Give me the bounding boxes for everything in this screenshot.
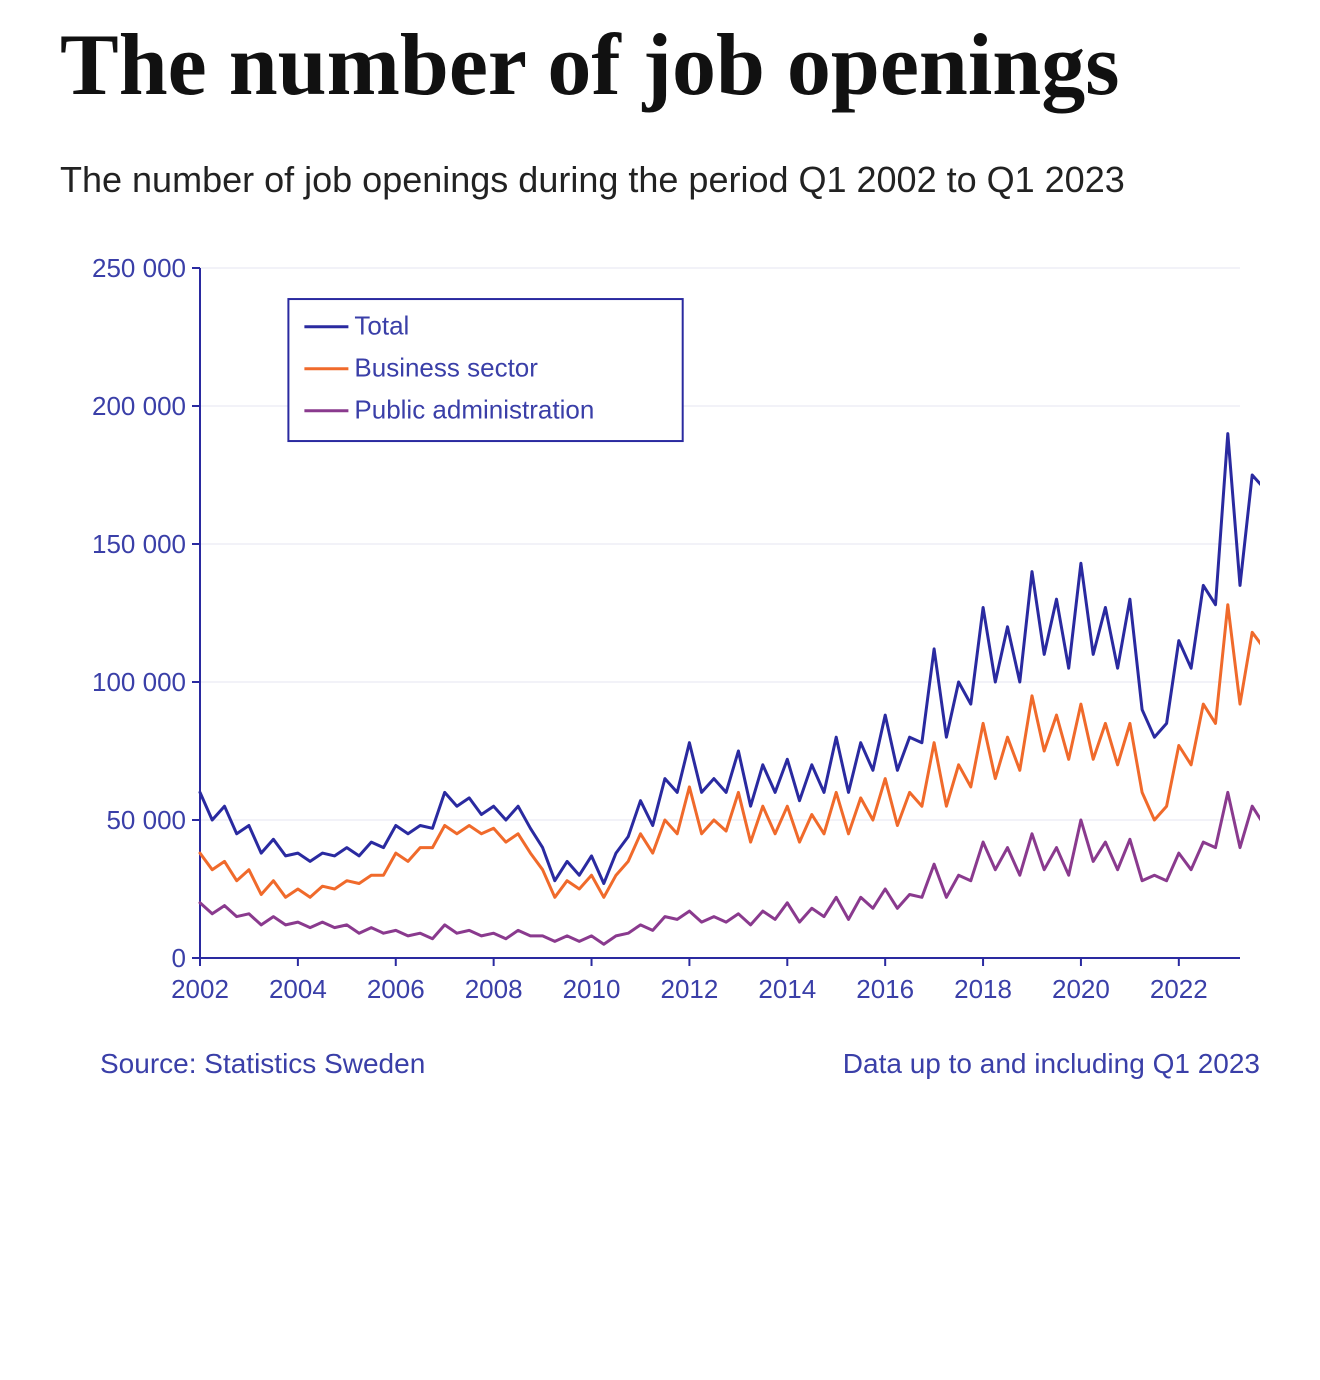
x-tick-label: 2014 — [758, 974, 816, 1004]
legend-label: Business sector — [354, 353, 538, 383]
page-title: The number of job openings — [60, 20, 1260, 112]
footnote-label: Data up to and including Q1 2023 — [843, 1048, 1260, 1080]
y-tick-label: 250 000 — [92, 253, 186, 283]
x-tick-label: 2002 — [171, 974, 229, 1004]
x-tick-label: 2010 — [563, 974, 621, 1004]
source-label: Source: Statistics Sweden — [100, 1048, 425, 1080]
x-tick-label: 2016 — [856, 974, 914, 1004]
y-tick-label: 0 — [172, 943, 186, 973]
y-tick-label: 150 000 — [92, 529, 186, 559]
x-tick-label: 2006 — [367, 974, 425, 1004]
x-tick-label: 2022 — [1150, 974, 1208, 1004]
y-tick-label: 200 000 — [92, 391, 186, 421]
x-tick-label: 2008 — [465, 974, 523, 1004]
legend-label: Public administration — [354, 395, 594, 425]
y-tick-label: 100 000 — [92, 667, 186, 697]
page-subtitle: The number of job openings during the pe… — [60, 152, 1260, 208]
x-tick-label: 2012 — [660, 974, 718, 1004]
x-tick-label: 2020 — [1052, 974, 1110, 1004]
x-tick-label: 2004 — [269, 974, 327, 1004]
chart-svg: 0 50 000 100 000 150 000 200 000 250 000 2002 2… — [60, 248, 1260, 1028]
page-root: The number of job openings The number of… — [0, 0, 1320, 1380]
legend-label: Total — [354, 311, 409, 341]
x-tick-label: 2018 — [954, 974, 1012, 1004]
line-chart: 0 50 000 100 000 150 000 200 000 250 000 2002 2… — [60, 248, 1260, 1028]
chart-legend: Total Business sector Public administratio… — [288, 299, 682, 441]
y-tick-label: 50 000 — [106, 805, 186, 835]
